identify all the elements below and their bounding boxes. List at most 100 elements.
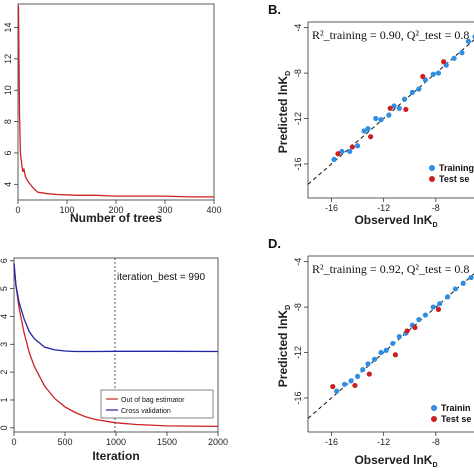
panel-c-series-line-0 [13, 263, 219, 428]
panel-d-point-test [352, 382, 358, 389]
panel-b-y-tick-label: -12 [293, 112, 303, 125]
panel-b-x-tick-label: -8 [432, 203, 440, 213]
panel-d-point-test [392, 352, 398, 358]
panel-a-series-line-0 [17, 5, 214, 198]
panel-d-point-training [460, 280, 466, 286]
panel-b-point-training [401, 96, 408, 102]
panel-c-legend-box [100, 389, 214, 419]
panel-a-y-tick-label: 8 [3, 119, 13, 124]
panel-c-y-tick-label: 2 [0, 370, 9, 375]
panel-b-x-tick-label: -16 [325, 203, 338, 213]
panel-b-point-test [403, 106, 409, 113]
panel-d-point-training [468, 274, 474, 281]
panel-d-y-tick-label: -4 [293, 258, 303, 266]
panel-b-legend-marker [429, 176, 435, 182]
panel-d-point-training [383, 347, 389, 353]
panel-c-y-tick-label: 1 [0, 397, 9, 402]
panel-d-y-tick-label: -8 [293, 303, 303, 311]
panel-b-point-training [373, 115, 379, 122]
panel-b-y-axis-label: Predicted lnKD [276, 71, 292, 153]
panel-a-y-tick-label: 4 [3, 182, 13, 187]
panel-c-y-tick-label: 5 [0, 286, 9, 291]
panel-c-iteration-best-annotation: iteration_best = 990 [117, 272, 206, 283]
panel-b-point-test [349, 144, 355, 150]
panel-d-legend-marker [431, 416, 437, 422]
panel-b-point-test [420, 73, 426, 80]
panel-b-y-tick-label: -16 [293, 157, 303, 170]
panel-a-x-tick-label: 0 [15, 205, 20, 215]
panel-d-identity-line [307, 273, 474, 419]
panel-b-point-training [339, 148, 345, 155]
panel-d-y-tick-label: -12 [293, 346, 303, 359]
panel-b-point-test [441, 59, 447, 65]
panel-d-point-training [390, 340, 396, 347]
panel-b-point-training [331, 156, 337, 162]
panel-d-point-training [354, 373, 361, 379]
panel-c-x-tick-label: 0 [11, 437, 16, 447]
panel-d-point-test [435, 306, 442, 312]
panel-a-x-tick-label: 400 [206, 205, 221, 215]
panel-a-x-tick-label: 100 [59, 205, 74, 215]
panel-b-r2-annotation: R²_training = 0.90, Q²_test = 0.8 [312, 28, 469, 42]
panel-b-point-training [361, 128, 367, 134]
panel-a-y-tick-label: 12 [3, 54, 13, 64]
panel-b-point-training [391, 103, 397, 109]
panel-a-plot-frame [17, 3, 215, 201]
panel-d-scatter-plot: D. R²_training = 0.92, Q²_test = 0.8 -16… [268, 236, 474, 469]
panel-c-y-tick-label: 0 [0, 425, 9, 430]
panel-b-point-test [387, 105, 393, 111]
panel-c-x-axis-label: Iteration [92, 449, 139, 463]
panel-c-x-tick-label: 2000 [208, 437, 228, 447]
panel-d-point-test [404, 328, 410, 334]
panel-b-point-training [396, 105, 402, 111]
panel-b-point-training [459, 50, 465, 56]
panel-b-legend-label: Training [439, 163, 474, 173]
panel-c-y-tick-label: 4 [0, 314, 9, 319]
panel-b-point-test [368, 134, 374, 140]
panel-d-point-training [378, 349, 384, 356]
panel-a-y-tick-label: 10 [3, 85, 13, 95]
panel-a-x-tick-label: 200 [108, 205, 123, 215]
panel-b-x-tick-label: -12 [377, 203, 390, 213]
panel-d-point-training [430, 304, 436, 310]
panel-b-legend-label: Test se [439, 174, 469, 184]
panel-d-point-test [412, 324, 418, 331]
panel-d-point-training [444, 294, 451, 300]
panel-d-legend-label: Trainin [441, 403, 471, 413]
panel-b-y-tick-label: -4 [293, 24, 303, 32]
panel-d-point-training [365, 361, 371, 367]
panel-b-plot-frame [307, 21, 474, 199]
panel-c-x-tick-label: 1000 [106, 437, 126, 447]
panel-d-legend-label: Test se [441, 414, 471, 424]
panel-d-point-training [371, 356, 378, 362]
panel-d-plot-frame [307, 255, 474, 433]
panel-d-point-training [396, 334, 402, 340]
panel-d-y-axis-label: Predicted lnKD [276, 305, 292, 387]
legend-label-cv: Cross validation [121, 408, 171, 415]
panel-a-x-axis-label: Number of trees [70, 211, 162, 225]
panel-d-y-tick-label: -16 [293, 391, 303, 404]
panel-d-point-test [330, 383, 336, 390]
panel-b-y-tick-label: -8 [293, 69, 303, 77]
panel-c-y-tick-label: 3 [0, 342, 9, 347]
panel-b-scatter-plot: B. R²_training = 0.90, Q²_test = 0.8 -16… [268, 2, 474, 229]
panel-d-point-training [416, 316, 422, 323]
panel-d-x-tick-label: -16 [325, 437, 338, 447]
panel-b-point-training [386, 112, 392, 118]
panel-d-point-training [341, 381, 348, 387]
panel-d-point-training [437, 301, 443, 307]
panel-b-point-training [430, 71, 436, 77]
panel-c-y-tick-label: 6 [0, 258, 9, 263]
panel-b-point-training [451, 55, 457, 61]
panel-b-point-training [409, 89, 415, 95]
panel-d-r2-annotation: R²_training = 0.92, Q²_test = 0.8 [312, 262, 469, 276]
panel-a-x-tick-label: 300 [157, 205, 172, 215]
panel-b-label: B. [268, 2, 281, 17]
panel-d-x-tick-label: -8 [432, 437, 440, 447]
panel-b-legend-marker [429, 165, 435, 171]
panel-b-x-axis-label: Observed lnKD [354, 213, 437, 229]
panel-a-y-tick-label: 14 [3, 23, 13, 33]
panel-b-point-training [347, 148, 353, 155]
panel-d-legend-marker [431, 405, 437, 411]
panel-d-point-training [452, 286, 458, 292]
